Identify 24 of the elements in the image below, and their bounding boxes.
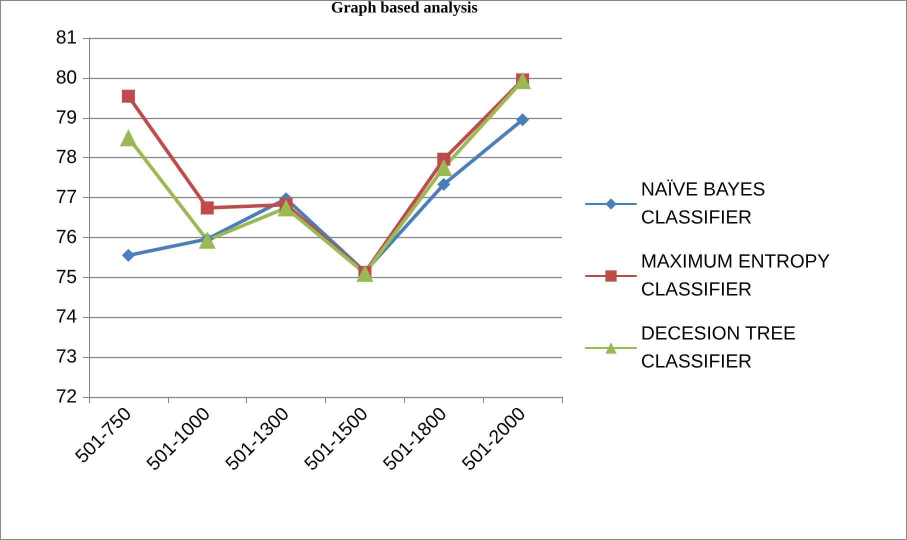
point [200,201,214,214]
chart-title: Graph based analysis [331,0,478,16]
point [120,129,137,146]
point [516,113,530,126]
y-tick-label: 77 [56,187,77,208]
legend-label: NAÏVE BAYES CLASSIFIER [641,180,771,228]
y-tick-label: 72 [56,386,77,408]
point [198,232,216,249]
point [514,72,532,90]
y-tick-label: 78 [56,147,77,168]
y-tick-label: 76 [56,226,77,248]
y-tick-label: 79 [56,107,77,128]
y-tick-label: 75 [56,266,77,288]
legend-label: DECESION TREE CLASSIFIER [641,324,802,372]
point [437,178,450,191]
y-tick-label: 74 [56,306,78,328]
legend-label: MAXIMUM ENTROPY CLASSIFIER [641,252,835,300]
y-tick-label: 73 [56,346,77,368]
point [122,90,135,103]
y-tick-label: 81 [56,28,77,48]
point [122,248,135,262]
point [278,199,295,216]
point [435,159,452,176]
y-tick-label: 80 [56,67,77,88]
